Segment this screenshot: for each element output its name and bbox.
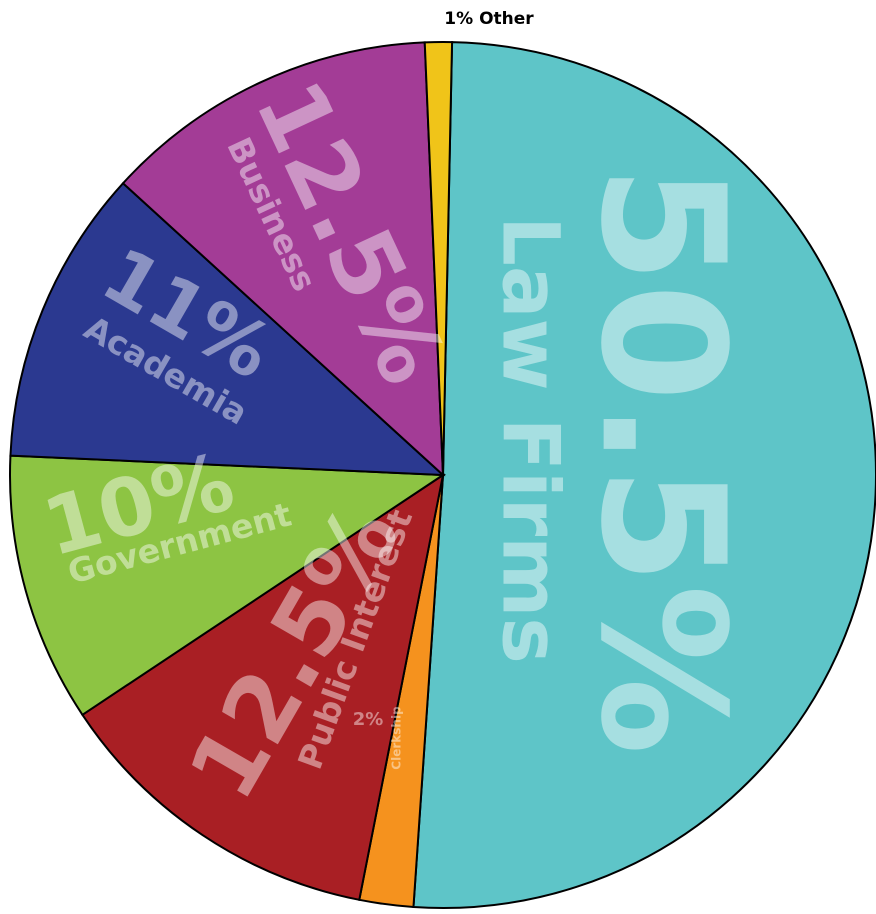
other-label: 1% Other — [444, 9, 534, 29]
pie-slice — [9, 454, 447, 717]
pie-slice — [9, 181, 446, 477]
pie-slice — [423, 41, 454, 476]
category-label: Law Firms — [485, 216, 575, 664]
value-label: 1% — [444, 9, 473, 29]
pie-slice — [121, 41, 445, 478]
category-label: Other — [479, 9, 534, 29]
category-label: Clerkship — [390, 706, 404, 770]
value-label: 2% — [353, 709, 384, 730]
value-label: 50.5% — [563, 165, 761, 755]
pie-slice — [81, 472, 445, 902]
